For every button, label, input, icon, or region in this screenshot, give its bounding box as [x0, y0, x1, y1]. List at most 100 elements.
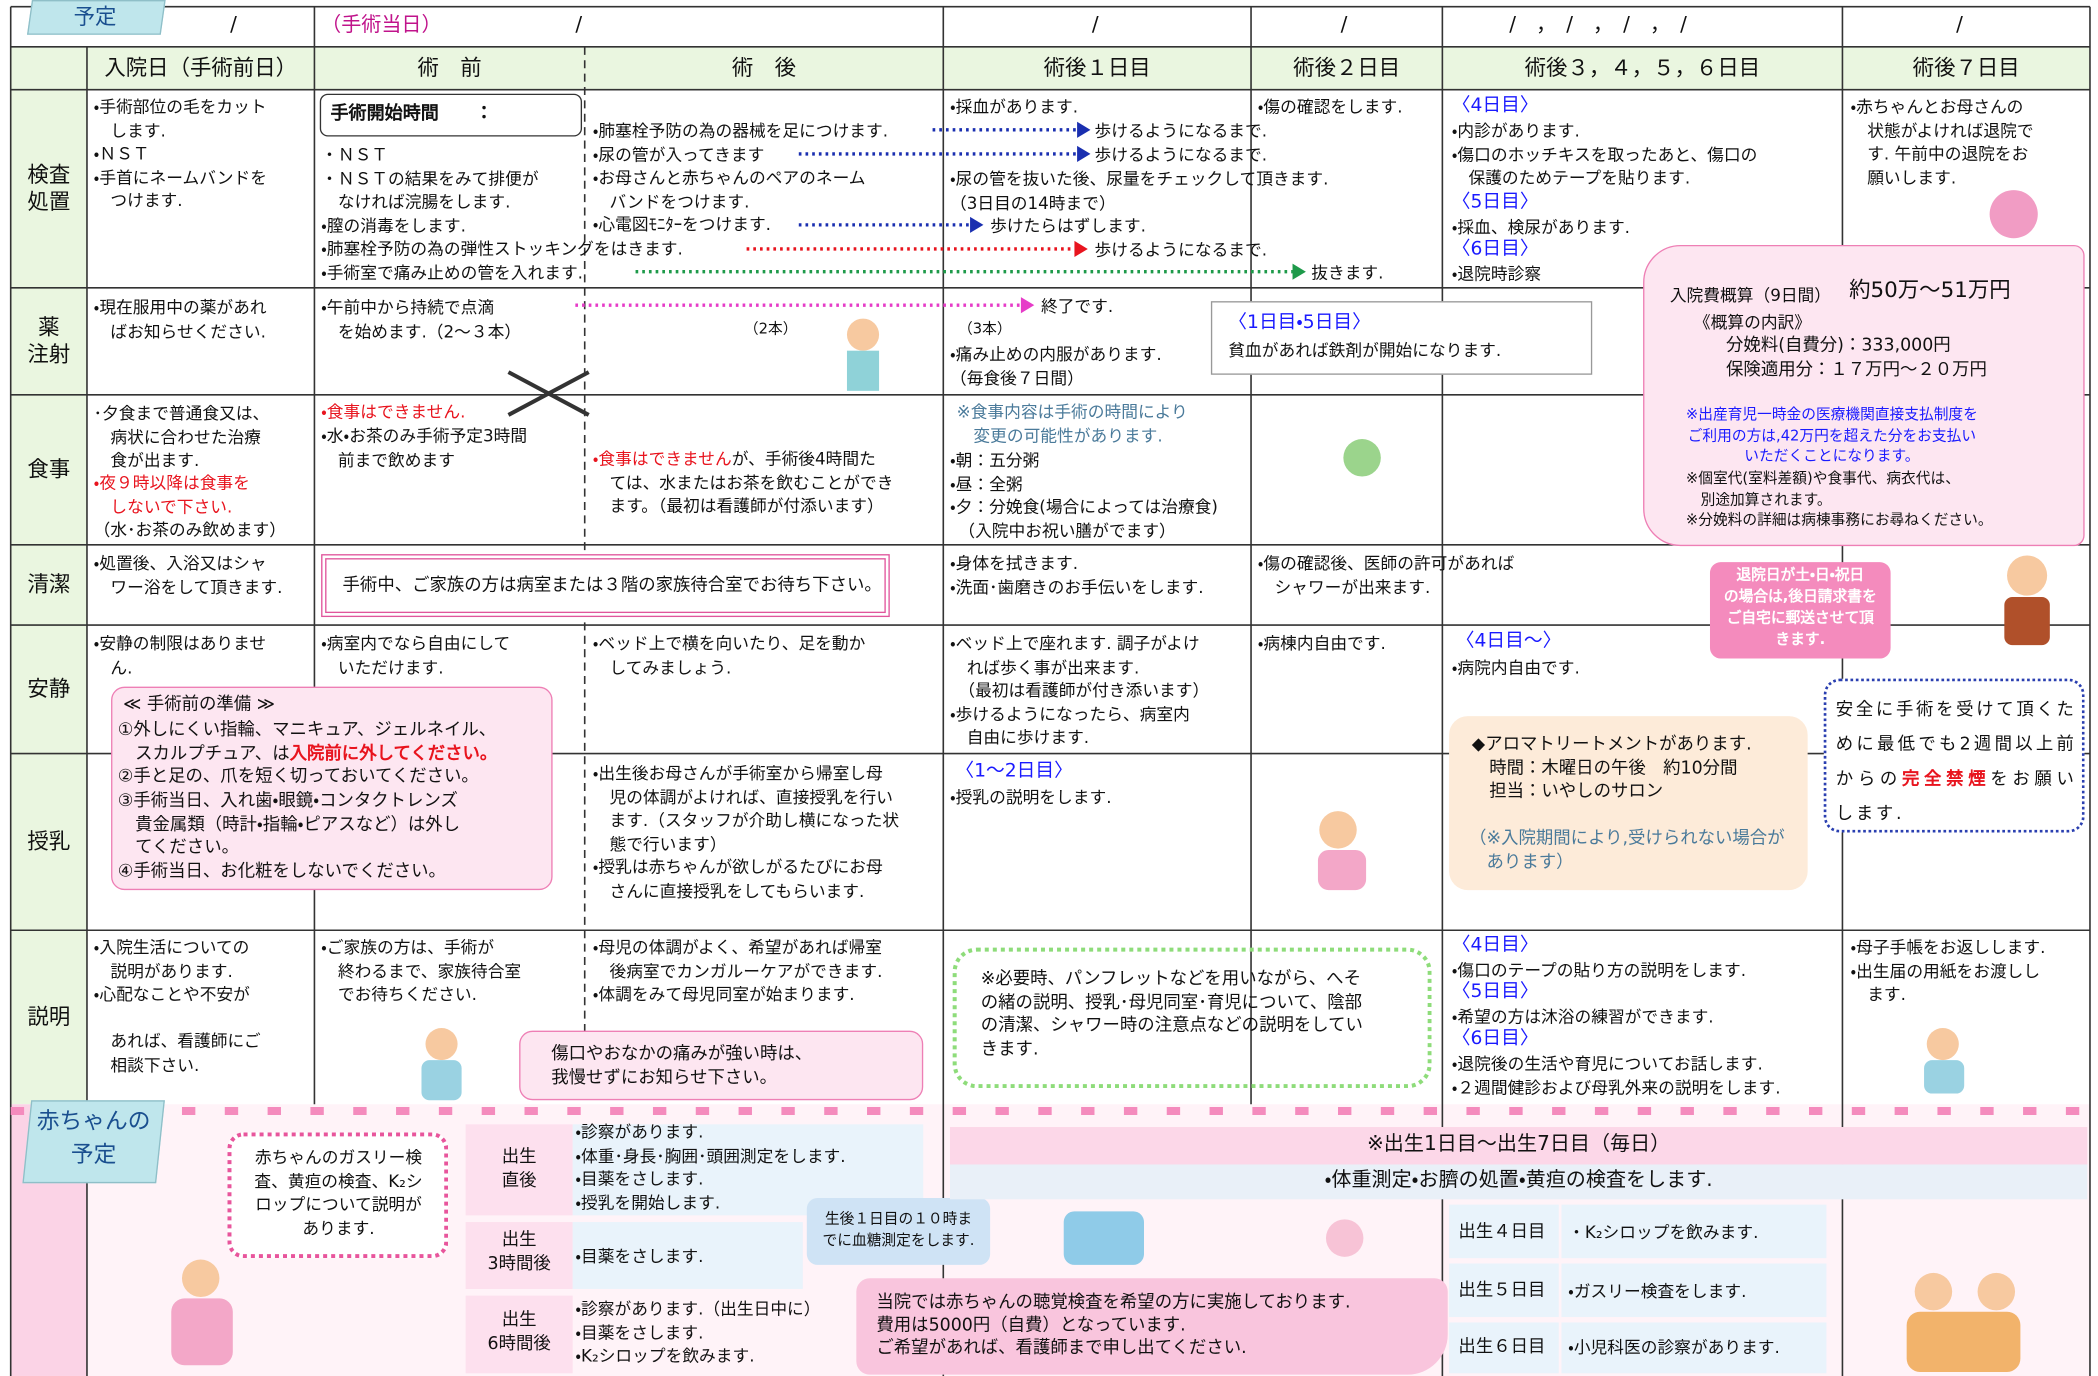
day-task-box [1561, 1263, 1827, 1318]
row-label: 食事 [27, 456, 71, 482]
cell-text: ・病室内でなら自由にして いただけます. [321, 633, 511, 677]
cell-text: ・処置後、入浴又はシャ ワー浴をして頂きます. [93, 552, 283, 597]
baby-task: ・診察があります. ・体重･身長･胸囲･頭囲測定をします. ・目薬をさします. … [575, 1121, 846, 1213]
day-label: 〈6日目〉 [1451, 1027, 1539, 1050]
column-header: 術後３，４，５，６日目 [1524, 54, 1761, 81]
cell-text: ・ＮＳＴ ・ＮＳＴの結果をみて排便が なければ浣腸をします. ・膣の消毒をします… [321, 144, 683, 283]
cell-text: ・授乳の説明をします. [949, 787, 1112, 808]
day-task-box [1561, 1322, 1827, 1374]
daily-title-box [949, 1127, 2088, 1165]
cell-text: ・痛み止めの内服があります. （毎食後７日間） [949, 343, 1162, 388]
baby-task: ・目薬をさします. [575, 1246, 704, 1267]
cell-text-red: ・食事はできません. [321, 401, 466, 422]
arrow-heads [970, 121, 1306, 314]
baby-task: ・診察があります.（出生日中に） ・目薬をさします. ・K₂シロップを飲みます. [575, 1298, 821, 1366]
prep-note-emphasis: 入院前に外してください。 [289, 743, 498, 764]
cost-breakdown: 《概算の内訳》 [1693, 311, 1812, 332]
pain-bubble [519, 1030, 924, 1101]
cell-text: ・ご家族の方は、手術が 終わるまで、家族待合室 でお待ちください. [321, 936, 522, 1005]
cell-text-red: ・夜９時以降は食事を しないで下さい. [93, 472, 250, 517]
date: （手術当日） [321, 12, 442, 37]
column-header: 入院日（手術前日） [104, 54, 298, 81]
day-label: 〈1日目・5日目〉 [1228, 311, 1371, 334]
daily-title: ※出生1日目～出生7日目（毎日） [1366, 1131, 1671, 1156]
pain-text: 傷口やおなかの痛みが強い時は、 我慢せずにお知らせ下さい。 [551, 1044, 813, 1088]
waiting-box [321, 554, 890, 618]
row-label: 安静 [27, 675, 71, 702]
column-header: 術後２日目 [1293, 54, 1401, 81]
prep-note-item: ③手術当日、入れ歯・眼鏡・コンタクトレンズ 貴金属類（時計・指輪・ピアスなど）は… [117, 791, 461, 859]
arrow-label: 歩けるようになるまで. [1094, 120, 1268, 141]
arrow-label: 抜きます. [1311, 262, 1384, 283]
baby-day-task: ・K₂シロップを飲みます. [1568, 1222, 1759, 1243]
cell-text: ・病院内自由です. [1451, 657, 1580, 678]
baby-label: 赤ちゃんの 予定 [36, 1108, 151, 1169]
day-label: 〈4日目〉 [1451, 934, 1539, 956]
discharge-note: 退院日が土・日・祝日 の場合は,後日請求書を ご自宅に郵送させて頂 きます. [1723, 566, 1877, 648]
smoking-text: 安全に手術を受けて頂くために最低でも2週間以上前からの完全禁煙をお願いします. [1836, 693, 2077, 832]
cost-delivery: 分娩料(自費分)：333,000円 [1726, 335, 1951, 357]
smoking-text-1: 安全に手術を受けて頂くために最低でも2週間以上前からの [1835, 700, 2077, 790]
glucose-box [806, 1197, 991, 1265]
baby-day: 出生５日目 [1458, 1280, 1546, 1302]
time-label: 出生 6時間後 [487, 1310, 551, 1355]
baby-day-task: ・小児科医の診察があります. [1568, 1337, 1780, 1358]
cell-text: ・出生後お母さんが手術室から帰室し母 児の体調がよければ、直接授乳を行い ます.… [592, 762, 900, 901]
aroma-text: ◆アロマトリートメントがあります. 時間：木曜日の午後 約10分間 担当：いやし… [1471, 734, 1752, 803]
day-box [1449, 1322, 1559, 1374]
cell-text: ・退院後の生活や育児についてお話します. ・２週間健診および母乳外来の説明をしま… [1451, 1053, 1781, 1098]
cell-text: ・午前中から持続で点滴 を始めます.（2～３本） [321, 297, 522, 341]
iron-box [1210, 301, 1593, 375]
day-label: 〈4日目〉 [1451, 95, 1539, 117]
cost-title: 入院費概算（9日間） [1669, 285, 1832, 306]
cell-text: ･夕食まで普通食又は、 病状に合わせた治療 食が出ます. [93, 402, 270, 471]
cell-text: （2本） [743, 319, 798, 338]
date: / ， / ， / ， / [1509, 12, 1687, 37]
baby-day: 出生４日目 [1458, 1222, 1546, 1243]
cell-text: （3本） [958, 319, 1012, 338]
baby-day-task: ・ガスリー検査をします. [1568, 1280, 1747, 1302]
cell-text: ・水・お茶のみ手術予定3時間 前まで飲めます [321, 425, 528, 470]
cell-text: ・母児の体調がよく、希望があれば帰室 後病室でカンガルーケアができます. ・体調… [592, 936, 883, 1005]
cell-text: ・傷口のテープの貼り方の説明をします. [1451, 959, 1747, 980]
day-box [1449, 1204, 1559, 1259]
baby-day: 出生６日目 [1458, 1337, 1546, 1358]
aroma-box [1449, 716, 1808, 891]
day-box [1449, 1263, 1559, 1318]
prep-note-box [111, 686, 553, 891]
prep-note-item: ④手術当日、お化粧をしないでください。 [117, 861, 446, 883]
cell-text: ・希望の方は沐浴の練習ができます. [1451, 1006, 1714, 1027]
cell-text: ・赤ちゃんとお母さんの 状態がよければ退院で す. 午前中の退院をお 願いします… [1850, 96, 2034, 188]
header-bg [86, 46, 2090, 90]
row-label: 検査 処置 [27, 161, 71, 215]
plan-tag: 予定 [73, 4, 117, 30]
start-time-box [319, 93, 583, 137]
baby-explain-box [227, 1132, 449, 1259]
arrow-label: 歩けるようになるまで. [1094, 144, 1268, 165]
cost-extra: ※個室代(室料差額)や食事代、病衣代は、 別途加算されます。 ※分娩料の詳細は病… [1685, 469, 1993, 529]
day-label: 〈6日目〉 [1451, 238, 1539, 260]
cell-text: ・母子手帳をお返しします. ・出生届の用紙をお渡しし ます. [1850, 936, 2046, 1005]
arrow-label: 歩けるようになるまで. [1094, 239, 1268, 260]
cell-text: 終了です. [1040, 295, 1114, 316]
cell-text: ・退院時診察 [1451, 263, 1542, 284]
cell-text: ・安静の制限はありませ ん. [93, 633, 267, 677]
hearing-box [856, 1278, 1448, 1375]
arrow-label: 歩けたらはずします. [990, 215, 1146, 236]
cell-note: ※食事内容は手術の時間により 変更の可能性があります. [956, 401, 1188, 446]
date: / [1340, 12, 1348, 37]
column-header: 術 後 [731, 54, 797, 81]
baby-explain: 赤ちゃんのガスリー検 査、黄疸の検査、K₂シ ロップについて説明が あります. [254, 1147, 423, 1238]
prep-note-item-text: ①外しにくい指輪、マニキュア、ジェルネイル、 スカルプチュア、は [117, 720, 497, 764]
cell-text: ・採血があります. [949, 96, 1079, 117]
task-box [572, 1222, 803, 1289]
column-header: 術 前 [417, 54, 482, 81]
smoking-box [1823, 678, 2085, 833]
hearing-text: 当院では赤ちゃんの聴覚検査を希望の方に実施しております. 費用は5000円（自費… [876, 1292, 1351, 1359]
time-box [465, 1222, 573, 1289]
daily-text: ・体重測定・お臍の処置・黄疸の検査をします. [1324, 1167, 1713, 1192]
start-time: 手術開始時間 ： [330, 103, 494, 125]
cell-text: ・傷の確認をします. [1257, 96, 1403, 117]
